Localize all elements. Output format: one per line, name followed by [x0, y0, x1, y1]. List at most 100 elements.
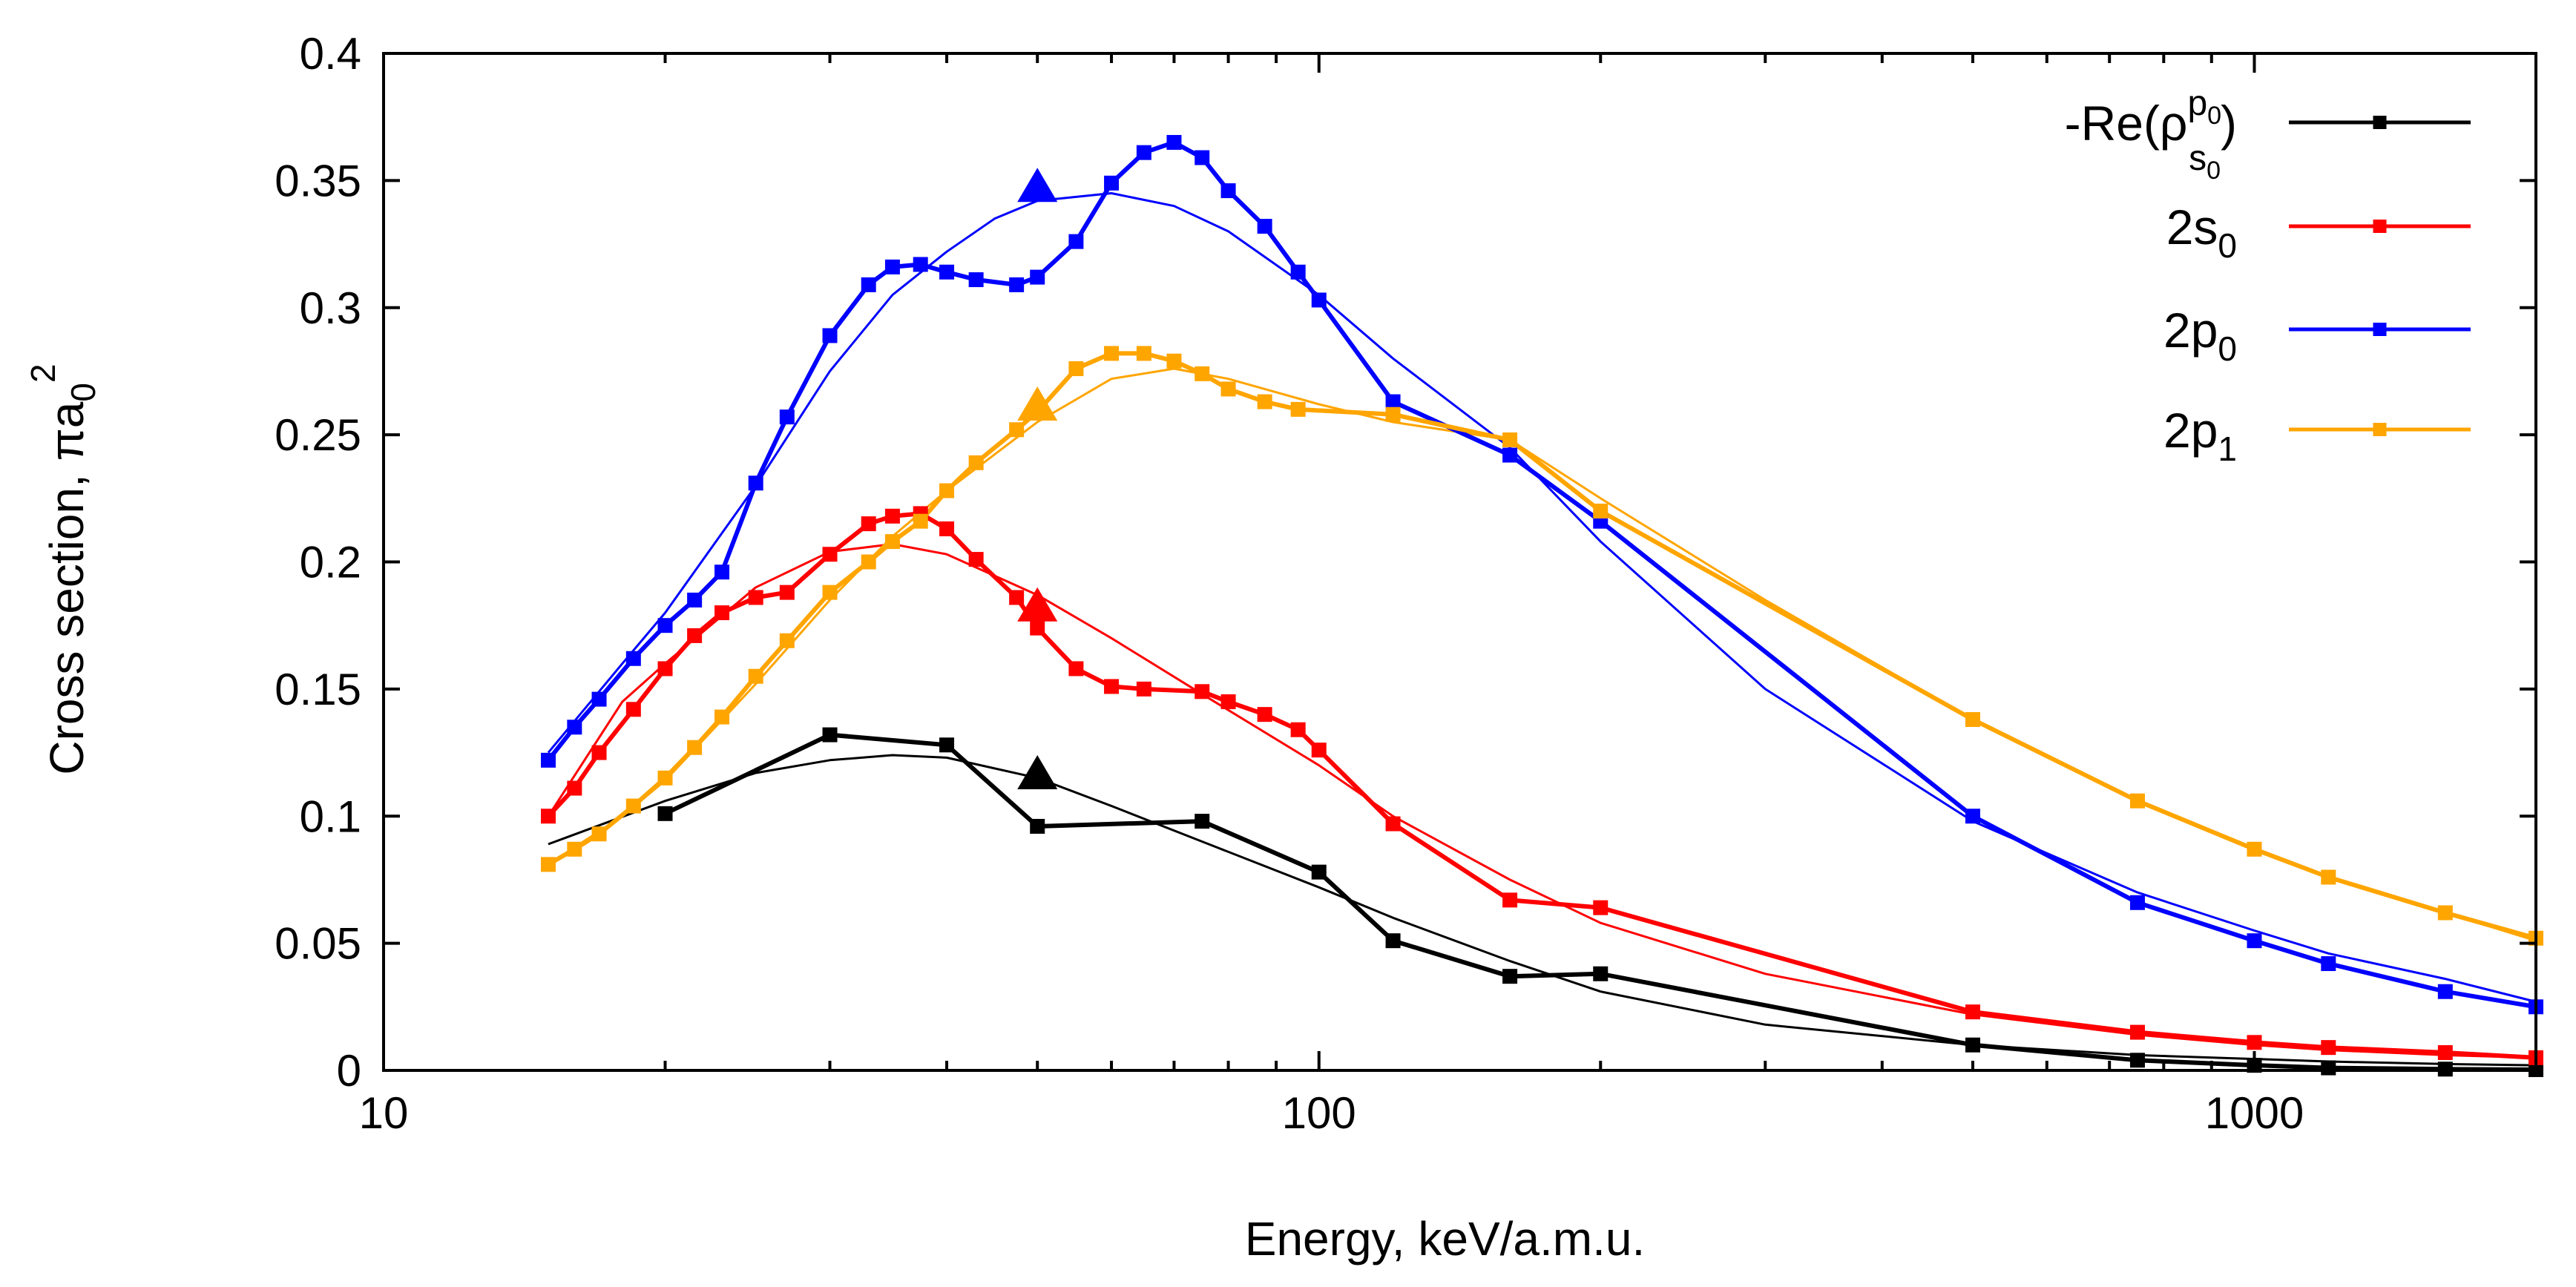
- series-2-data-point: [1009, 277, 1025, 292]
- series-1-data-point: [2247, 1035, 2262, 1050]
- series-3-data-point: [1104, 346, 1120, 361]
- series-3-data-point: [2129, 793, 2145, 809]
- series-3-data-point: [913, 513, 928, 529]
- series-2-data-point: [884, 259, 900, 274]
- series-3-data-point: [591, 826, 607, 842]
- series-3-data-point: [939, 483, 955, 498]
- data-points-layer: [541, 134, 2543, 1077]
- series-2-data-point: [861, 277, 876, 292]
- series-3-data-point: [1220, 381, 1236, 397]
- series-1-data-point: [2321, 1040, 2336, 1056]
- series-2-data-point: [2321, 956, 2336, 972]
- x-tick-label: 1000: [2205, 1088, 2304, 1138]
- legend-marker-2: [2373, 323, 2387, 336]
- series-1-data-point: [1965, 1004, 1980, 1020]
- series-3-data-point: [1965, 712, 1980, 728]
- y-tick-label: 0.2: [300, 538, 361, 587]
- y-axis-label-text: Cross section, πa: [40, 401, 93, 774]
- series-3-data-point: [884, 534, 900, 550]
- series-1-data-point: [1068, 661, 1084, 677]
- series-0-data-point: [2321, 1060, 2336, 1076]
- legend-label-1: 2s0: [2166, 200, 2237, 265]
- series-3-data-point: [2321, 869, 2336, 885]
- series-1-data-point: [1593, 900, 1609, 915]
- series-2-data-point: [1166, 134, 1182, 150]
- series-3-data-point: [748, 668, 763, 684]
- series-2-data-point: [968, 272, 984, 288]
- series-3-data-point: [1166, 353, 1182, 369]
- series-1-data-point: [591, 745, 607, 760]
- axis-ticks-layer: [382, 52, 2537, 1072]
- series-3-data-point: [1290, 401, 1306, 417]
- series-3-data-point: [687, 740, 703, 755]
- series-2-data-point: [714, 564, 730, 580]
- series-0-triangle-marker: [1017, 754, 1058, 789]
- x-axis-label: Energy, keV/a.m.u.: [1245, 1212, 1646, 1265]
- series-1-data-point: [1290, 722, 1306, 737]
- series-2-data-point: [657, 618, 673, 633]
- y-tick-label: 0.05: [275, 919, 361, 969]
- series-1-data-point: [2129, 1024, 2145, 1040]
- series-2-data-point: [687, 592, 703, 608]
- series-3-smooth-curve: [548, 367, 2537, 942]
- legend-label-0: -Re(ρp0 s0): [2065, 84, 2237, 185]
- series-2-data-point: [2247, 933, 2262, 949]
- series-1-smooth-curve: [547, 543, 2537, 1059]
- series-2-data-point: [913, 257, 928, 272]
- series-1-data-point: [1257, 707, 1272, 723]
- series-1-data-point: [1220, 694, 1236, 710]
- series-0-data-point: [1030, 818, 1045, 834]
- series-1-data-point: [541, 809, 556, 824]
- series-2-data-point: [1136, 145, 1151, 160]
- legend-marker-1: [2373, 220, 2387, 233]
- y-tick-label: 0.35: [275, 156, 361, 205]
- series-2-data-point: [591, 691, 607, 707]
- series-0-data-point: [1502, 969, 1518, 984]
- series-2-data-point: [541, 752, 556, 768]
- x-tick-label: 10: [359, 1088, 409, 1138]
- series-3-data-line: [547, 351, 2537, 941]
- series-1-data-point: [2437, 1045, 2453, 1061]
- series-2-data-point: [1257, 219, 1272, 234]
- series-0-data-point: [2129, 1053, 2145, 1068]
- series-2-data-point: [1290, 264, 1306, 280]
- y-axis-label-sub: 0: [64, 383, 102, 402]
- series-2-data-point: [1965, 809, 1980, 824]
- series-1-data-point: [1385, 816, 1401, 832]
- y-axis-label: Cross section, πa02: [24, 363, 102, 774]
- series-0-data-point: [1965, 1037, 1980, 1053]
- series-1-data-point: [822, 547, 838, 562]
- series-3-triangle-marker: [1017, 386, 1058, 421]
- series-2-data-point: [1502, 447, 1518, 463]
- series-2-data-point: [779, 409, 795, 425]
- y-axis-label-sup: 2: [24, 363, 62, 383]
- series-3-data-point: [541, 857, 556, 872]
- series-1-data-point: [1311, 743, 1327, 758]
- series-2-data-point: [1030, 269, 1045, 285]
- series-0-data-point: [939, 737, 955, 753]
- series-1-data-point: [939, 521, 955, 536]
- y-tick-label: 0.25: [275, 410, 361, 460]
- series-3-data-point: [1593, 503, 1609, 519]
- series-1-data-point: [625, 702, 641, 717]
- triangle-markers-layer: [1017, 168, 1058, 789]
- y-tick-label: 0.3: [300, 283, 361, 333]
- series-0-data-point: [1195, 814, 1210, 829]
- y-tick-label: 0.1: [300, 791, 361, 841]
- series-1-data-point: [861, 516, 876, 532]
- series-2-data-point: [1068, 234, 1084, 249]
- series-3-data-point: [2247, 841, 2262, 857]
- series-2-data-point: [1311, 292, 1327, 308]
- series-1-data-point: [1030, 620, 1045, 636]
- y-tick-label: 0: [337, 1046, 361, 1096]
- series-1-data-point: [779, 585, 795, 600]
- legend-marker-3: [2373, 423, 2387, 436]
- series-2-data-point: [1104, 175, 1120, 191]
- series-2-data-line: [546, 140, 2537, 1010]
- series-0-smooth-curve: [548, 754, 2537, 1067]
- series-3-data-point: [1502, 432, 1518, 447]
- series-1-data-point: [1195, 684, 1210, 700]
- series-2-data-point: [822, 328, 838, 343]
- series-1-triangle-marker: [1017, 587, 1058, 622]
- series-3-data-point: [1136, 346, 1151, 361]
